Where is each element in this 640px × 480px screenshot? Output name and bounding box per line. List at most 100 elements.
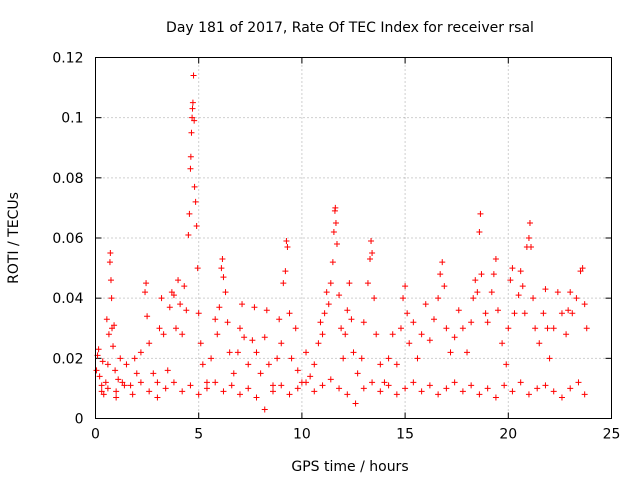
roti-point	[284, 244, 291, 251]
roti-point	[154, 379, 161, 386]
roti-point	[212, 316, 219, 323]
x-tick-label: 10	[293, 427, 311, 443]
roti-point	[443, 385, 450, 392]
roti-point	[435, 391, 442, 398]
roti-point	[187, 382, 194, 389]
roti-point	[567, 289, 574, 296]
roti-point	[220, 388, 227, 395]
roti-point	[414, 355, 421, 362]
roti-point	[261, 334, 268, 341]
roti-point	[344, 307, 351, 314]
roti-point	[195, 391, 202, 398]
roti-point	[156, 325, 163, 332]
roti-point	[439, 259, 446, 266]
roti-point	[476, 391, 483, 398]
chart-title: Day 181 of 2017, Rate Of TEC Index for r…	[166, 20, 534, 36]
roti-point	[373, 331, 380, 338]
roti-point	[437, 271, 444, 278]
roti-point	[554, 289, 561, 296]
grid-lines	[95, 57, 612, 419]
roti-point	[107, 277, 114, 284]
roti-point	[336, 292, 343, 299]
roti-point	[563, 331, 570, 338]
roti-point	[468, 319, 475, 326]
roti-point	[476, 228, 483, 235]
roti-point	[472, 277, 479, 284]
roti-point	[528, 244, 535, 251]
roti-point	[402, 283, 409, 290]
roti-point	[505, 325, 512, 332]
roti-point	[127, 382, 134, 389]
roti-point	[507, 277, 514, 284]
roti-point	[350, 349, 357, 356]
roti-point	[517, 268, 524, 275]
roti-point	[121, 382, 128, 389]
roti-point	[494, 307, 501, 314]
roti-point	[315, 340, 322, 347]
roti-point	[325, 301, 332, 308]
y-tick-label: 0.06	[52, 231, 83, 247]
roti-point	[532, 325, 539, 332]
roti-point	[575, 379, 582, 386]
roti-point	[567, 385, 574, 392]
roti-point	[270, 382, 277, 389]
roti-point	[525, 235, 532, 241]
roti-point	[430, 316, 437, 323]
axis-ticks	[95, 57, 612, 419]
roti-point	[311, 361, 318, 368]
roti-point	[550, 325, 557, 332]
roti-point	[179, 388, 186, 395]
roti-point	[389, 331, 396, 338]
roti-point	[402, 385, 409, 392]
roti-point	[484, 385, 491, 392]
roti-point	[123, 361, 130, 368]
roti-point	[536, 340, 543, 347]
roti-point	[185, 231, 192, 238]
roti-point	[162, 385, 169, 392]
roti-point	[426, 337, 433, 344]
roti-point	[104, 385, 111, 392]
y-tick-label: 0.04	[52, 291, 83, 307]
roti-point	[181, 283, 188, 290]
roti-point	[146, 388, 153, 395]
roti-point	[393, 391, 400, 398]
roti-point	[418, 388, 425, 395]
roti-point	[104, 361, 111, 368]
roti-point	[95, 346, 102, 353]
roti-point	[236, 391, 243, 398]
roti-point	[257, 370, 264, 377]
roti-point	[344, 391, 351, 398]
roti-point	[583, 325, 590, 332]
roti-point	[160, 331, 167, 338]
roti-point	[540, 310, 547, 317]
roti-point	[102, 379, 109, 386]
roti-point	[175, 277, 182, 284]
roti-point	[286, 310, 293, 317]
roti-point	[164, 367, 171, 374]
y-tick-label: 0.12	[52, 51, 83, 67]
roti-point	[179, 331, 186, 338]
roti-point	[303, 349, 310, 356]
roti-point	[137, 349, 144, 356]
y-tick-label: 0.02	[52, 351, 83, 367]
roti-point	[144, 313, 151, 320]
y-tick-label: 0	[75, 412, 84, 428]
roti-point	[99, 358, 106, 365]
roti-point	[441, 283, 448, 290]
roti-point	[544, 325, 551, 332]
x-tick-label: 20	[499, 427, 517, 443]
roti-point	[170, 292, 177, 299]
roti-point	[377, 361, 384, 368]
roti-point	[455, 307, 462, 314]
roti-point	[474, 289, 481, 296]
roti-point	[189, 114, 196, 121]
roti-point	[354, 370, 361, 377]
roti-point	[307, 373, 314, 380]
roti-point	[230, 370, 237, 377]
roti-point	[142, 289, 149, 296]
x-tick-label: 0	[91, 427, 100, 443]
roti-point	[112, 367, 119, 374]
roti-point	[558, 310, 565, 317]
roti-point	[352, 400, 359, 407]
